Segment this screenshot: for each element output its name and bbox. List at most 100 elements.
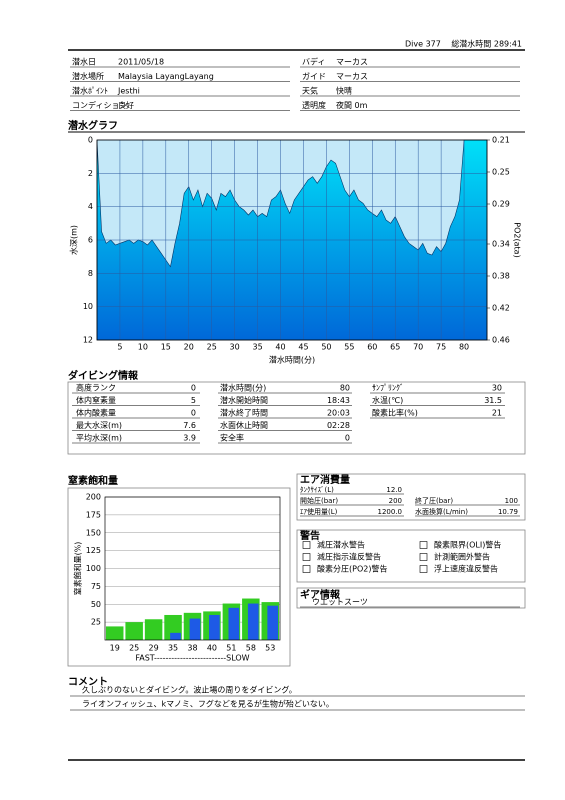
warning-label: 減圧潜水警告	[317, 540, 365, 550]
nitrogen-box	[67, 487, 291, 667]
air-label: ﾀﾝｸｻｲｽﾞ(L)	[300, 486, 334, 494]
section-title: エア消費量	[300, 473, 350, 486]
info-value: 7.6	[183, 421, 196, 430]
bar	[144, 619, 163, 640]
warning-label: 計測範囲外警告	[434, 552, 490, 562]
y2-tick-label: 0.34	[492, 240, 510, 249]
info-label: 天気	[302, 86, 318, 96]
bar	[125, 622, 143, 640]
air-label: 終了圧(bar)	[415, 496, 453, 505]
dive-number: Dive 377	[405, 40, 441, 49]
air-value: 100	[505, 497, 518, 505]
bar	[209, 614, 220, 640]
info-label: 体内窒素量	[76, 395, 116, 405]
warning-label: 酸素限界(OLI)警告	[434, 540, 501, 550]
air-value: 1200.0	[378, 508, 403, 516]
warning-box	[296, 529, 526, 583]
y2-tick-label: 0.21	[492, 136, 510, 145]
info-value: 夜間 0m	[336, 100, 368, 110]
info-label: 酸素比率(%)	[372, 408, 418, 418]
y-tick-label: 10	[83, 302, 93, 311]
section-title: ダイビング情報	[68, 369, 139, 382]
info-label: 水温(℃)	[372, 395, 403, 405]
info-label: 透明度	[302, 100, 326, 110]
info-value: 快晴	[336, 86, 352, 96]
x-tick-label: 70	[413, 343, 423, 352]
section-title: 潜水グラフ	[68, 119, 118, 132]
x-tick-label: 55	[344, 343, 354, 352]
air-label: ｴｱ使用量(L)	[300, 507, 338, 516]
y-tick-label: 200	[86, 493, 101, 502]
air-label: 水面換算(L/min)	[415, 507, 468, 516]
plot-frame	[96, 139, 488, 341]
air-box	[296, 473, 526, 521]
info-value: 18:43	[327, 396, 350, 405]
info-label: 潜水場所	[72, 71, 104, 81]
y-tick-label: 0	[88, 136, 93, 145]
info-label: 潜水終了時間	[220, 408, 268, 418]
comment-line: 久しぶりのないとダイビング。波止場の周りをダイビング。	[82, 685, 297, 695]
info-value: マーカス	[336, 58, 368, 67]
info-label: 潜水ﾎﾟｲﾝﾄ	[72, 86, 108, 96]
checkbox	[302, 565, 311, 573]
bar	[228, 607, 240, 640]
info-label: 潜水日	[72, 57, 96, 67]
x-tick-label: 75	[436, 343, 446, 352]
bar	[189, 618, 201, 640]
info-value: 21	[492, 409, 502, 418]
y-tick-label: 100	[86, 564, 101, 573]
info-label: ｻﾝﾌﾟﾘﾝｸﾞ	[372, 384, 404, 393]
y-tick-label: 50	[91, 600, 101, 609]
x-tick-label: 80	[459, 343, 469, 352]
bar	[247, 603, 259, 640]
x-tick-label: 25	[207, 343, 217, 352]
section-title: ギア情報	[300, 588, 341, 601]
x-tick-label: 20	[184, 343, 194, 352]
warning-label: 浮上速度違反警告	[434, 564, 498, 574]
info-box	[67, 381, 526, 455]
info-value: Jesthi	[117, 87, 140, 96]
info-label: 潜水開始時間	[220, 395, 268, 405]
total-time: 総潜水時間 289:41	[451, 39, 522, 49]
info-label: コンディション	[72, 100, 127, 110]
x-tick-label: 35	[168, 644, 178, 653]
x-tick-label: 10	[138, 343, 148, 352]
info-label: 潜水時間(分)	[220, 383, 266, 393]
y-tick-label: 25	[91, 618, 101, 627]
info-label: 最大水深(m)	[76, 420, 122, 430]
x-tick-label: 15	[161, 343, 171, 352]
y2-tick-label: 0.29	[492, 200, 510, 209]
y-tick-label: 150	[86, 528, 101, 537]
info-label: 体内酸素量	[76, 408, 116, 418]
x-tick-label: 5	[117, 343, 122, 352]
x-tick-label: 40	[275, 343, 285, 352]
air-value: 10.79	[498, 508, 518, 516]
plot-frame	[104, 496, 281, 641]
checkbox	[419, 565, 428, 573]
y-axis-label: 窒素飽和量(%)	[73, 542, 83, 596]
gear-item: ウエットスーツ	[312, 598, 368, 607]
info-value: 30	[492, 384, 502, 393]
info-value: マーカス	[336, 72, 368, 81]
info-label: 高度ランク	[76, 383, 116, 393]
x-tick-label: 40	[207, 644, 217, 653]
info-value: Malaysia LayangLayang	[118, 72, 214, 81]
x-tick-label: 38	[187, 644, 197, 653]
y-tick-label: 6	[88, 236, 93, 245]
x-tick-label: 45	[298, 343, 308, 352]
bar	[105, 626, 124, 640]
x-tick-label: 25	[129, 644, 139, 653]
bar	[170, 632, 181, 640]
x-tick-label: 19	[110, 644, 120, 653]
info-value: 0	[191, 384, 196, 393]
info-label: バディ	[302, 57, 325, 67]
info-value: 0	[345, 434, 350, 443]
x-tick-label: 53	[265, 644, 275, 653]
info-value: 20:03	[327, 409, 350, 418]
x-tick-label: 29	[149, 644, 159, 653]
info-value: 3.9	[183, 434, 196, 443]
x-tick-label: 51	[226, 644, 236, 653]
info-value: 5	[191, 396, 196, 405]
